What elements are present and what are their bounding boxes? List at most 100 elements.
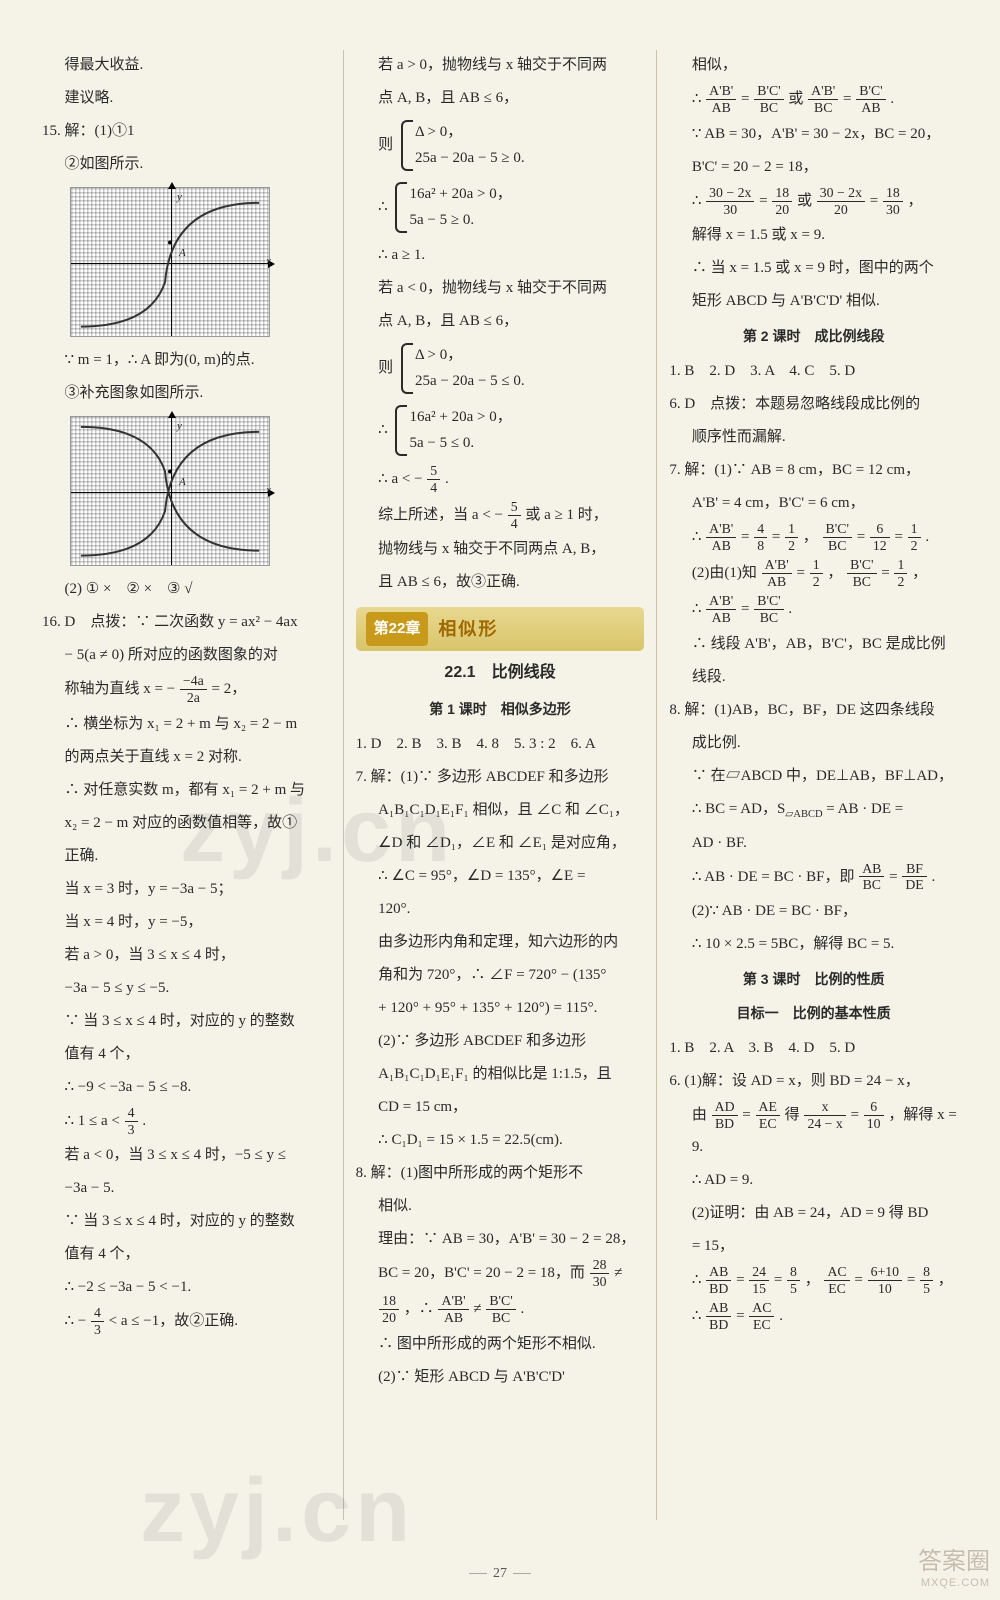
chapter-header: 第22章 相似形 xyxy=(356,607,645,651)
text-line: ∴ AB · DE = BC · BF，即 ABBC = BFDE . xyxy=(669,861,958,894)
text-line: (2) ① × ② × ③ √ xyxy=(42,574,331,604)
text-line: ∴ AD = 9. xyxy=(669,1165,958,1195)
text-line: ∴ 30 − 2x30 = 1820 或 30 − 2x20 = 1830 ， xyxy=(669,185,958,218)
answers-line: 1. B 2. D 3. A 4. C 5. D xyxy=(669,356,958,386)
graph-1: y x A xyxy=(70,187,270,337)
text-line: ∴ 1 ≤ a < 43 . xyxy=(42,1105,331,1138)
section-heading: 22.1 比例线段 xyxy=(356,657,645,689)
text-line: 正确. xyxy=(42,841,331,871)
text-line: 综上所述，当 a < − 54 或 a ≥ 1 时， xyxy=(356,499,645,532)
text-line: 由多边形内角和定理，知六边形的内 xyxy=(356,927,645,957)
text-line: 矩形 ABCD 与 A'B'C'D' 相似. xyxy=(669,286,958,316)
text-line: ∠D 和 ∠D₁，∠E 和 ∠E₁ 是对应角， xyxy=(356,828,645,858)
brace-group: 则 Δ > 0，25a − 20a − 5 ≤ 0. xyxy=(356,339,645,398)
text-line: − 5(a ≠ 0) 所对应的函数图象的对 xyxy=(42,640,331,670)
text-line: 若 a > 0，抛物线与 x 轴交于不同两 xyxy=(356,50,645,80)
text-line: 若 a < 0，抛物线与 x 轴交于不同两 xyxy=(356,273,645,303)
column-2: 若 a > 0，抛物线与 x 轴交于不同两 点 A, B，且 AB ≤ 6， 则… xyxy=(343,50,657,1520)
page-number: 27 xyxy=(0,1566,1000,1582)
text-line: 1820 ，∴ A'B'AB ≠ B'C'BC . xyxy=(356,1293,645,1326)
brace-group: 则 Δ > 0，25a − 20a − 5 ≥ 0. xyxy=(356,116,645,175)
text-line: 由 ADBD = AEEC 得 x24 − x = 610 ，解得 x = 9. xyxy=(669,1099,958,1162)
text-line: ∴ A'B'AB = 48 = 12 ， B'C'BC = 612 = 12 . xyxy=(669,521,958,554)
text-line: ∴ ABBD = ACEC . xyxy=(669,1300,958,1333)
problem-7: 7. 解：(1)∵ AB = 8 cm，BC = 12 cm， xyxy=(669,455,958,485)
text-line: 点 A, B，且 AB ≤ 6， xyxy=(356,306,645,336)
graph-2: y x A xyxy=(70,416,270,566)
column-1: 得最大收益. 建议略. 15. 解：(1)①1 ②如图所示. y x A ∵ m… xyxy=(30,50,343,1520)
problem-6b: 6. (1)解：设 AD = x，则 BD = 24 − x， xyxy=(669,1066,958,1096)
problem-15: 15. 解：(1)①1 xyxy=(42,116,331,146)
text-line: ∴ ∠C = 95°，∠D = 135°，∠E = xyxy=(356,861,645,891)
text-line: ∴ a ≥ 1. xyxy=(356,240,645,270)
text-line: ∴ ABBD = 2415 = 85 ， ACEC = 6+1010 = 85 … xyxy=(669,1264,958,1297)
text-line: 理由：∵ AB = 30，A'B' = 30 − 2 = 28， xyxy=(356,1224,645,1254)
chapter-title: 相似形 xyxy=(438,611,498,647)
text-line: ∴ 图中所形成的两个矩形不相似. xyxy=(356,1329,645,1359)
text-line: (2)∵ 矩形 ABCD 与 A'B'C'D' xyxy=(356,1362,645,1392)
text-line: AD · BF. xyxy=(669,828,958,858)
text-line: 且 AB ≤ 6，故③正确. xyxy=(356,567,645,597)
text-line: 若 a > 0，当 3 ≤ x ≤ 4 时， xyxy=(42,940,331,970)
text-line: 当 x = 4 时，y = −5， xyxy=(42,907,331,937)
brace-group: ∴ 16a² + 20a > 0，5a − 5 ≤ 0. xyxy=(356,401,645,460)
text-line: BC = 20，B'C' = 20 − 2 = 18，而 2830 ≠ xyxy=(356,1257,645,1290)
column-3: 相似， ∴ A'B'AB = B'C'BC 或 A'B'BC = B'C'AB … xyxy=(656,50,970,1520)
text-line: ∵ 当 3 ≤ x ≤ 4 时，对应的 y 的整数 xyxy=(42,1206,331,1236)
text-line: 成比例. xyxy=(669,728,958,758)
text-line: 若 a < 0，当 3 ≤ x ≤ 4 时，−5 ≤ y ≤ xyxy=(42,1140,331,1170)
text-line: + 120° + 95° + 135° + 120°) = 115°. xyxy=(356,993,645,1023)
answers-line: 1. D 2. B 3. B 4. 8 5. 3 : 2 6. A xyxy=(356,729,645,759)
text-line: 线段. xyxy=(669,662,958,692)
subsection-heading: 第 3 课时 比例的性质 xyxy=(669,965,958,993)
text-line: 点 A, B，且 AB ≤ 6， xyxy=(356,83,645,113)
text-line: 当 x = 3 时，y = −3a − 5； xyxy=(42,874,331,904)
problem-8: 8. 解：(1)AB，BC，BF，DE 这四条线段 xyxy=(669,695,958,725)
subsection-heading: 第 1 课时 相似多边形 xyxy=(356,695,645,723)
curve-2 xyxy=(71,417,269,566)
text-line: ∴ C₁D₁ = 15 × 1.5 = 22.5(cm). xyxy=(356,1125,645,1155)
text-line: ③补充图象如图所示. xyxy=(42,378,331,408)
text-line: (2)由(1)知 A'B'AB = 12 ， B'C'BC = 12 ， xyxy=(669,557,958,590)
text-line: ∴ 10 × 2.5 = 5BC，解得 BC = 5. xyxy=(669,929,958,959)
text-line: ∴ −9 < −3a − 5 ≤ −8. xyxy=(42,1072,331,1102)
text-line: x₂ = 2 − m 对应的函数值相等，故① xyxy=(42,808,331,838)
text-line: (2)∵ 多边形 ABCDEF 和多边形 xyxy=(356,1026,645,1056)
problem-6: 6. D 点拨：本题易忽略线段成比例的 xyxy=(669,389,958,419)
text-line: B'C' = 20 − 2 = 18， xyxy=(669,152,958,182)
text-line: A₁B₁C₁D₁E₁F₁ 相似，且 ∠C 和 ∠C₁， xyxy=(356,795,645,825)
text-line: 顺序性而漏解. xyxy=(669,422,958,452)
subsection-heading: 目标一 比例的基本性质 xyxy=(669,999,958,1027)
text-line: 相似. xyxy=(356,1191,645,1221)
problem-16: 16. D 点拨：∵ 二次函数 y = ax² − 4ax xyxy=(42,607,331,637)
text-line: ∴ −2 ≤ −3a − 5 < −1. xyxy=(42,1272,331,1302)
text-line: ∵ 在▱ABCD 中，DE⊥AB，BF⊥AD， xyxy=(669,761,958,791)
text-line: ∴ a < − 54 . xyxy=(356,463,645,496)
text-line: ∵ AB = 30，A'B' = 30 − 2x，BC = 20， xyxy=(669,119,958,149)
text-line: 120°. xyxy=(356,894,645,924)
text-line: ∴ 横坐标为 x₁ = 2 + m 与 x₂ = 2 − m xyxy=(42,709,331,739)
text-line: 得最大收益. xyxy=(42,50,331,80)
text-line: 角和为 720°，∴ ∠F = 720° − (135° xyxy=(356,960,645,990)
text-line: ∴ 当 x = 1.5 或 x = 9 时，图中的两个 xyxy=(669,253,958,283)
text-line: 抛物线与 x 轴交于不同两点 A, B， xyxy=(356,534,645,564)
text-line: (2)证明：由 AB = 24，AD = 9 得 BD xyxy=(669,1198,958,1228)
text-line: ∴ 对任意实数 m，都有 x₁ = 2 + m 与 xyxy=(42,775,331,805)
text-line: ②如图所示. xyxy=(42,149,331,179)
text-line: ∴ − 43 < a ≤ −1，故②正确. xyxy=(42,1305,331,1338)
text-line: A₁B₁C₁D₁E₁F₁ 的相似比是 1:1.5，且 xyxy=(356,1059,645,1089)
curve-1 xyxy=(71,188,269,337)
text-line: −3a − 5 ≤ y ≤ −5. xyxy=(42,973,331,1003)
chapter-number: 第22章 xyxy=(366,612,429,646)
text-line: = 15， xyxy=(669,1231,958,1261)
answers-line: 1. B 2. A 3. B 4. D 5. D xyxy=(669,1033,958,1063)
text-line: ∴ 线段 A'B'，AB，B'C'，BC 是成比例 xyxy=(669,629,958,659)
text-line: −3a − 5. xyxy=(42,1173,331,1203)
text-line: 值有 4 个， xyxy=(42,1239,331,1269)
text-line: 值有 4 个， xyxy=(42,1039,331,1069)
text-line: ∴ BC = AD，S▱ABCD = AB · DE = xyxy=(669,794,958,825)
text-line: 解得 x = 1.5 或 x = 9. xyxy=(669,220,958,250)
text-line: (2)∵ AB · DE = BC · BF， xyxy=(669,896,958,926)
page-content: 得最大收益. 建议略. 15. 解：(1)①1 ②如图所示. y x A ∵ m… xyxy=(0,0,1000,1540)
text-line: 的两点关于直线 x = 2 对称. xyxy=(42,742,331,772)
